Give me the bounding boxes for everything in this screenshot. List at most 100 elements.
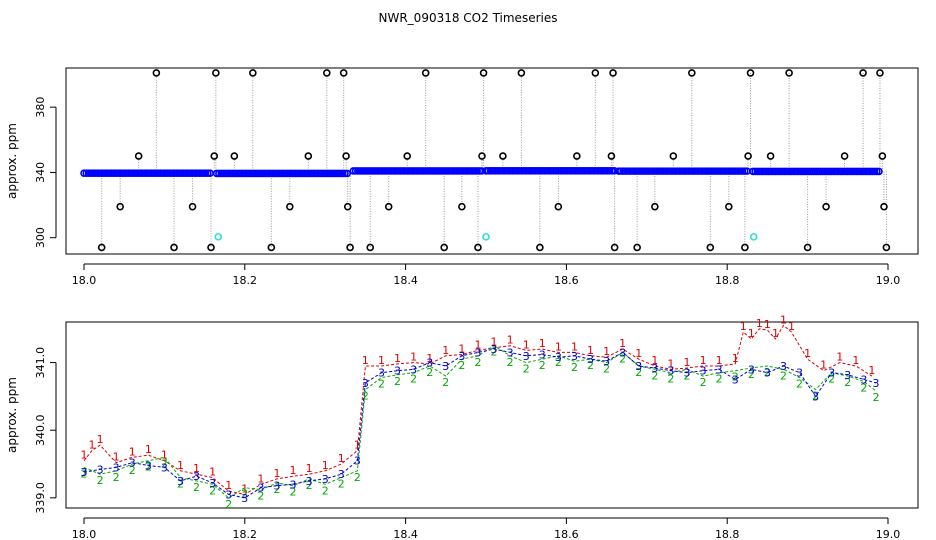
standard-point [188,202,197,211]
series-2-label: 2 [507,356,514,369]
standard-point [342,152,350,160]
series-3-label: 3 [828,367,835,380]
series-2-label: 2 [378,377,385,390]
series-3-label: 3 [716,363,723,376]
series-3-label: 3 [780,360,787,373]
series-3-label: 3 [635,360,642,373]
series-1-label: 1 [748,327,755,340]
series-2-label: 2 [354,471,361,484]
baseline-point [875,167,883,176]
series-1-label: 1 [571,340,578,353]
series-2-label: 2 [828,373,835,386]
series-3-label: 3 [241,492,248,505]
series-1-label: 1 [113,451,120,464]
series-1-label: 1 [716,354,723,367]
standard-point [706,243,715,252]
plot-frame [65,67,919,255]
series-3-label: 3 [651,362,658,375]
bottom-panel: 18.0 18.2 18.4 18.6 18.8 19.0 339.0 340.0 341.0 a… [5,313,919,540]
x-tick-label: 18.8 [715,274,740,287]
series-1-label: 1 [89,439,96,452]
standard-point [746,69,755,77]
series-1-label: 1 [209,466,216,479]
series-1-label: 1 [410,351,417,364]
series-2-label: 2 [860,382,867,395]
series-2-label: 2 [426,366,433,379]
series-2-label: 2 [667,373,674,386]
series-3-label: 3 [684,367,691,380]
series-1-label: 1 [740,320,747,333]
standard-point [323,69,331,77]
series-3-label: 3 [394,365,401,378]
series-1-label: 1 [820,359,827,372]
series-3-label: 3 [872,377,879,390]
series-3-label: 3 [161,461,168,474]
series-2-label: 2 [780,369,787,382]
series-3-label: 3 [523,350,530,363]
series-3-label: 3 [491,343,498,356]
series-2-label: 2 [145,461,152,474]
series-2-label: 2 [458,359,465,372]
standard-alt-point [214,233,223,241]
x-tick-label: 18.2 [233,528,258,540]
series-1-label: 1 [394,352,401,365]
series-1-label: 1 [81,449,88,462]
series-1-label: 1 [161,449,168,462]
series-1-label: 1 [442,344,449,357]
series-1-label: 1 [732,352,739,365]
series-3-label: 3 [113,461,120,474]
series-2-label: 2 [81,467,88,480]
series-2-label: 2 [844,376,851,389]
standard-point [474,243,482,252]
standard-point [609,69,617,77]
series-3-label: 3 [667,365,674,378]
series-2-label: 2 [587,359,594,372]
x-tick-label: 18.0 [72,274,97,287]
series-3-label: 3 [257,482,264,495]
series-3-label: 3 [474,346,481,359]
series-2-label: 2 [523,363,530,376]
standard-point [880,202,888,211]
standard-point [744,152,752,160]
standard-point [840,152,849,160]
series-1-label: 1 [619,337,626,350]
series-2-label: 2 [748,368,755,381]
standard-point [207,243,215,252]
series-2-label: 2 [97,474,104,487]
series-3-label: 3 [748,363,755,376]
series-1-label: 1 [868,364,875,377]
standard-point [591,69,600,77]
x-tick-label: 18.8 [715,528,740,540]
series-3-label: 3 [354,455,361,468]
series-2-label: 2 [684,369,691,382]
y-tick-label: 339.0 [34,482,47,514]
series-2-label: 2 [161,457,168,470]
x-tick-label: 18.6 [554,274,579,287]
series-3-label: 3 [290,478,297,491]
standard-point [343,202,352,211]
series-1-label: 1 [852,354,859,367]
series-3-label: 3 [700,365,707,378]
series-2-label: 2 [555,356,562,369]
series-3-label: 3 [764,367,771,380]
series-2-label: 2 [290,486,297,499]
series-1-label: 1 [684,356,691,369]
series-2-label: 2 [603,363,610,376]
standard-point [499,152,507,160]
series-3-label: 3 [129,457,136,470]
standard-point [384,202,393,211]
series-1-label: 1 [804,347,811,360]
standard-point [741,243,749,252]
series-3-label: 3 [193,470,200,483]
series-1-label: 1 [772,327,779,340]
series-2-label: 2 [716,373,723,386]
standard-point [882,243,891,252]
series-3-label: 3 [732,373,739,386]
series-2-label: 2 [474,356,481,369]
series-2-label: 2 [113,471,120,484]
series-2-label: 2 [225,498,232,511]
top-panel: 18.0 18.2 18.4 18.6 18.8 19.0 300 340 380 approx.… [5,67,919,287]
series-2-label: 2 [700,376,707,389]
standard-point [536,243,544,252]
series-3-label: 3 [796,367,803,380]
